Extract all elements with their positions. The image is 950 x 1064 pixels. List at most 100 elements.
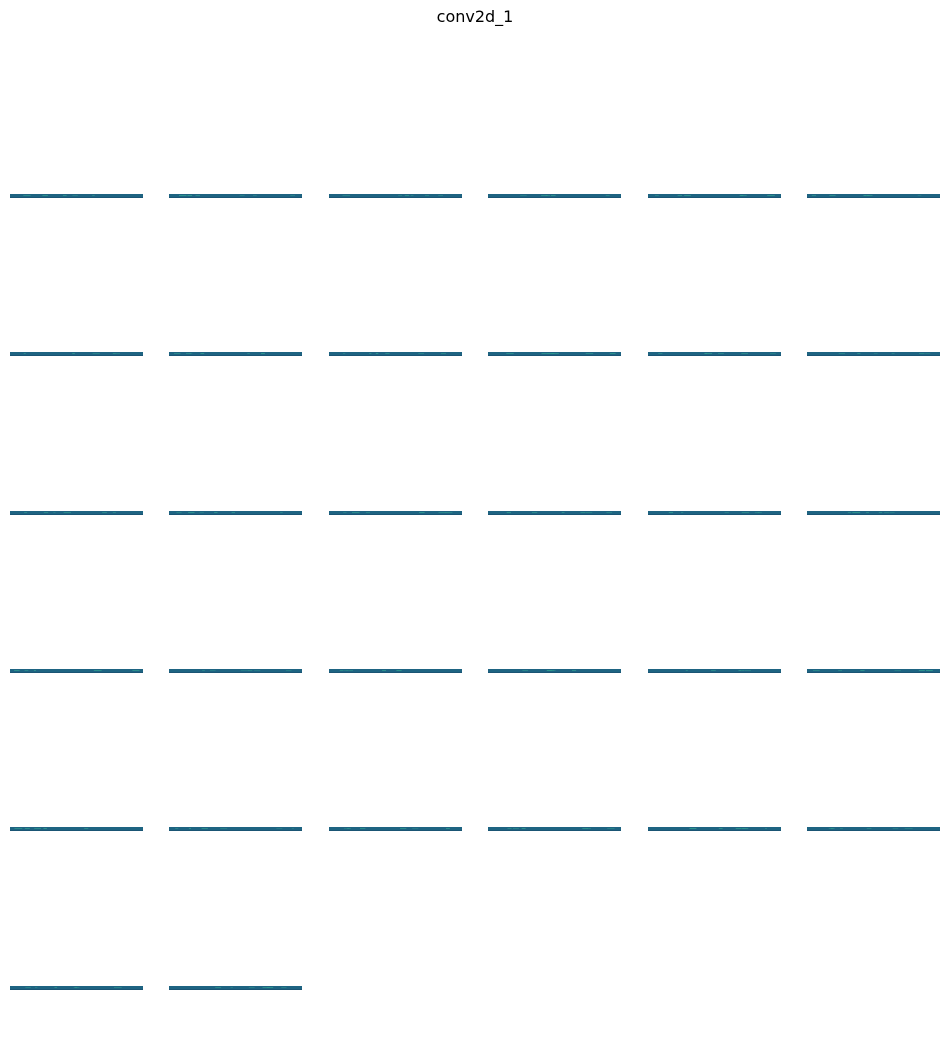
feature-map-activation xyxy=(520,195,527,196)
feature-map-edge xyxy=(648,672,781,673)
feature-map-activation xyxy=(545,195,551,196)
feature-map-panel xyxy=(807,669,940,673)
feature-map-activation xyxy=(521,828,526,829)
feature-map-activation xyxy=(718,828,723,829)
feature-map-panel xyxy=(488,511,621,515)
feature-map-activation xyxy=(724,512,729,513)
feature-map-activation xyxy=(398,195,403,196)
feature-map-edge xyxy=(648,355,781,356)
feature-map-activation xyxy=(343,512,347,513)
feature-map-panel xyxy=(169,827,302,831)
feature-map-edge xyxy=(648,514,781,515)
feature-map-strip xyxy=(807,669,940,673)
feature-map-edge xyxy=(488,672,621,673)
feature-map-strip xyxy=(10,827,143,831)
feature-map-activation xyxy=(187,195,193,196)
feature-map-activation xyxy=(230,987,233,988)
feature-map-activation xyxy=(92,195,95,196)
feature-map-panel xyxy=(807,194,940,198)
feature-map-activation xyxy=(506,512,511,513)
feature-map-activation xyxy=(112,512,116,513)
feature-map-activation xyxy=(220,828,228,829)
feature-map-activation xyxy=(342,195,351,196)
feature-map-panel xyxy=(488,827,621,831)
feature-map-activation xyxy=(512,828,519,829)
feature-map-panel xyxy=(648,669,781,673)
feature-map-activation xyxy=(344,828,349,829)
feature-map-activation xyxy=(248,987,255,988)
feature-map-activation xyxy=(412,828,419,829)
feature-map-activation xyxy=(195,195,200,196)
feature-map-activation xyxy=(522,670,529,671)
feature-map-activation xyxy=(102,512,107,513)
feature-map-activation xyxy=(186,353,191,354)
feature-map-activation xyxy=(658,353,663,354)
feature-map-activation xyxy=(767,195,775,196)
feature-map-panel xyxy=(807,511,940,515)
feature-map-activation xyxy=(281,987,287,988)
feature-map-activation xyxy=(757,512,762,513)
feature-map-activation xyxy=(350,670,353,671)
feature-map-panel xyxy=(329,827,462,831)
feature-map-activation xyxy=(741,512,750,513)
feature-map-activation xyxy=(23,353,26,354)
feature-map-activation xyxy=(551,670,556,671)
feature-map-edge xyxy=(169,989,302,990)
feature-map-activation xyxy=(744,670,751,671)
feature-map-activation xyxy=(668,512,674,513)
feature-map-activation xyxy=(531,512,538,513)
feature-map-activation xyxy=(72,195,78,196)
feature-map-activation xyxy=(290,195,295,196)
feature-map-activation xyxy=(365,512,370,513)
feature-map-strip xyxy=(169,352,302,356)
feature-map-activation xyxy=(551,353,559,354)
feature-map-activation xyxy=(741,353,748,354)
feature-map-activation xyxy=(742,670,745,671)
feature-map-edge xyxy=(807,830,940,831)
feature-map-activation xyxy=(54,987,58,988)
feature-map-panel xyxy=(10,986,143,990)
feature-map-edge xyxy=(10,514,143,515)
feature-map-activation xyxy=(33,670,36,671)
feature-map-activation xyxy=(360,828,366,829)
feature-map-activation xyxy=(811,195,816,196)
feature-map-activation xyxy=(266,987,274,988)
feature-map-activation xyxy=(765,828,767,829)
feature-map-activation xyxy=(114,987,122,988)
feature-map-activation xyxy=(254,670,261,671)
feature-map-activation xyxy=(74,987,78,988)
feature-map-activation xyxy=(891,353,895,354)
feature-map-activation xyxy=(200,353,205,354)
feature-map-activation xyxy=(917,195,922,196)
feature-map-panel xyxy=(488,669,621,673)
feature-map-activation xyxy=(685,670,688,671)
feature-map-strip xyxy=(169,827,302,831)
feature-map-activation xyxy=(209,670,216,671)
feature-map-strip xyxy=(807,352,940,356)
feature-map-edge xyxy=(488,197,621,198)
feature-map-edge xyxy=(169,197,302,198)
feature-map-activation xyxy=(176,512,182,513)
feature-map-activation xyxy=(175,828,179,829)
feature-map-strip xyxy=(169,511,302,515)
feature-map-edge xyxy=(169,355,302,356)
feature-map-activation xyxy=(689,828,697,829)
feature-map-activation xyxy=(276,828,283,829)
feature-map-activation xyxy=(14,670,21,671)
feature-map-activation xyxy=(84,828,89,829)
feature-map-activation xyxy=(884,512,890,513)
feature-map-strip xyxy=(329,669,462,673)
feature-map-activation xyxy=(382,670,386,671)
feature-map-panel xyxy=(329,194,462,198)
feature-map-activation xyxy=(240,670,249,671)
feature-map-strip xyxy=(488,511,621,515)
feature-map-activation xyxy=(605,195,610,196)
feature-map-activation xyxy=(586,512,593,513)
feature-map-edge xyxy=(169,514,302,515)
feature-map-activation xyxy=(878,512,883,513)
feature-map-strip xyxy=(648,827,781,831)
feature-map-panel xyxy=(169,352,302,356)
feature-map-activation xyxy=(838,353,846,354)
feature-map-activation xyxy=(248,670,253,671)
